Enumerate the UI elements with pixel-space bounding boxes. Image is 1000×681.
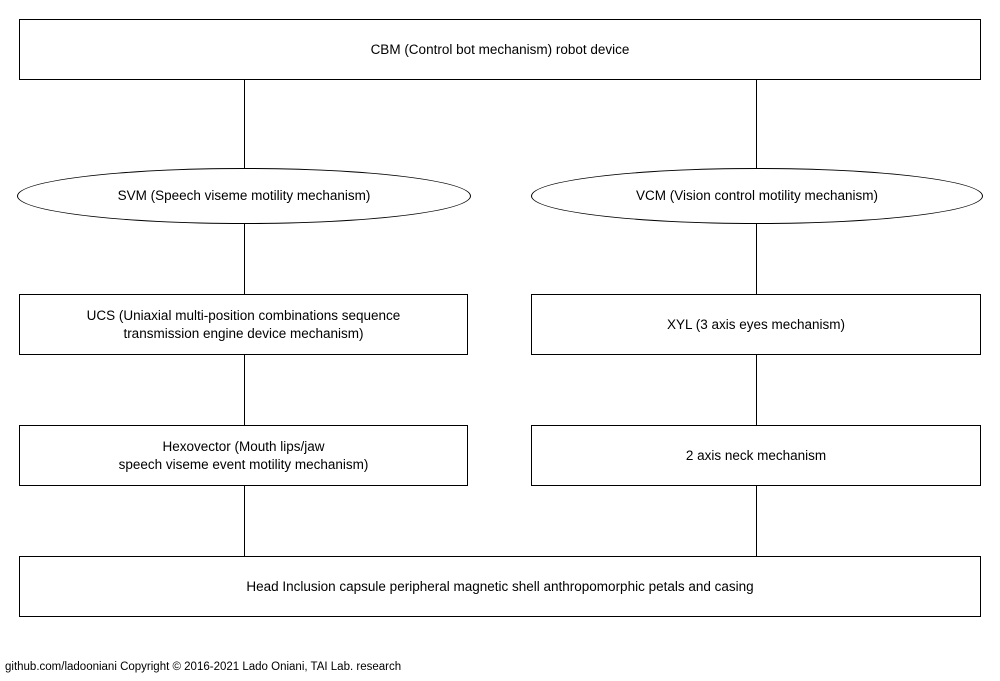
connector-cbm-vcm (756, 79, 757, 169)
connector-svm-ucs (244, 223, 245, 295)
connector-neck-head (756, 485, 757, 557)
node-ucs: UCS (Uniaxial multi-position combination… (19, 294, 468, 355)
connector-ucs-hexovector (244, 354, 245, 426)
node-hexovector: Hexovector (Mouth lips/jaw speech viseme… (19, 425, 468, 486)
connector-hexovector-head (244, 485, 245, 557)
node-head: Head Inclusion capsule peripheral magnet… (19, 556, 981, 617)
node-xyl: XYL (3 axis eyes mechanism) (531, 294, 981, 355)
node-vcm: VCM (Vision control motility mechanism) (531, 168, 983, 224)
connector-vcm-xyl (756, 223, 757, 295)
node-neck: 2 axis neck mechanism (531, 425, 981, 486)
connector-cbm-svm (244, 79, 245, 169)
node-svm: SVM (Speech viseme motility mechanism) (17, 168, 471, 224)
copyright-footer: github.com/ladooniani Copyright © 2016-2… (5, 661, 402, 673)
connector-xyl-neck (756, 354, 757, 426)
node-cbm: CBM (Control bot mechanism) robot device (19, 19, 981, 80)
